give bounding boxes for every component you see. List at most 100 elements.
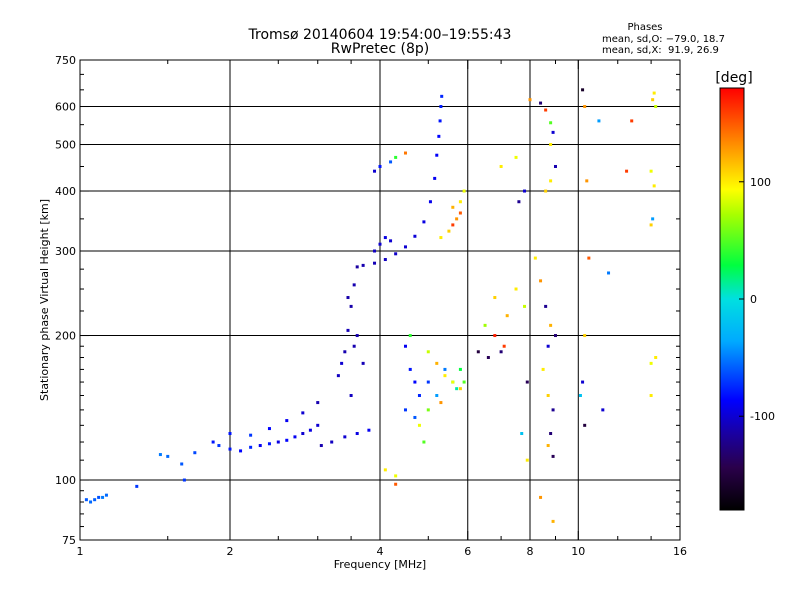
data-point (249, 445, 253, 449)
y-tick-label: 400 (55, 185, 76, 198)
data-point (455, 387, 459, 391)
y-tick-label: 100 (55, 474, 76, 487)
data-point (458, 211, 462, 215)
data-point (361, 263, 365, 267)
data-point (217, 444, 221, 448)
colorbar-tick-label: -100 (750, 410, 775, 423)
data-point (394, 155, 398, 159)
data-point (549, 179, 553, 183)
data-point (502, 344, 506, 348)
data-point (438, 119, 442, 123)
data-point (544, 189, 548, 193)
y-tick-label: 300 (55, 245, 76, 258)
data-point (285, 419, 289, 423)
data-point (553, 164, 557, 168)
data-point (435, 361, 439, 365)
data-point (403, 344, 407, 348)
data-point (649, 169, 653, 173)
data-point (267, 442, 271, 446)
x-tick-label: 1 (77, 545, 84, 558)
data-point (525, 380, 529, 384)
data-point (239, 449, 243, 453)
data-point (389, 239, 393, 243)
data-point (180, 462, 184, 466)
data-point (607, 271, 611, 275)
data-point (551, 408, 555, 412)
grid-lines (80, 60, 680, 540)
data-point (551, 130, 555, 134)
phase-stats-heading: Phases (627, 22, 663, 33)
x-tick-label: 16 (673, 545, 687, 558)
data-point (649, 223, 653, 227)
data-point (505, 314, 509, 318)
data-point (211, 440, 215, 444)
data-point (546, 444, 550, 448)
y-tick-label: 600 (55, 101, 76, 114)
data-point (346, 296, 350, 300)
data-point (389, 160, 393, 164)
colorbar-label: [deg] (715, 70, 752, 86)
data-point (649, 361, 653, 365)
data-point (373, 261, 377, 265)
data-point (493, 334, 497, 338)
data-point (601, 408, 605, 412)
data-point (413, 415, 417, 419)
data-point (654, 355, 658, 359)
data-point (458, 200, 462, 204)
data-point (651, 217, 655, 221)
data-point (551, 519, 555, 523)
data-point (408, 334, 412, 338)
phase-stats-x-mode: mean, sd,X: 91.9, 26.9 (602, 45, 719, 56)
data-point (426, 380, 430, 384)
data-point (336, 374, 340, 378)
data-point (301, 411, 305, 415)
data-point (403, 408, 407, 412)
data-point (546, 344, 550, 348)
data-point (378, 164, 382, 168)
data-point (403, 245, 407, 249)
data-point (343, 435, 347, 439)
data-point (541, 367, 545, 371)
data-point (373, 249, 377, 253)
data-point (458, 387, 462, 391)
data-point (549, 323, 553, 327)
data-point (581, 380, 585, 384)
colorbar-tick-label: 100 (750, 176, 771, 189)
data-point (361, 361, 365, 365)
data-point (316, 401, 320, 405)
data-point (349, 394, 353, 398)
data-point (553, 334, 557, 338)
data-point (394, 482, 398, 486)
data-point (544, 304, 548, 308)
data-point (408, 367, 412, 371)
data-point (403, 151, 407, 155)
data-point (652, 91, 656, 95)
data-point (651, 98, 655, 102)
data-point (435, 394, 439, 398)
data-point (417, 423, 421, 427)
data-point (343, 350, 347, 354)
data-point (417, 394, 421, 398)
data-point (439, 401, 443, 405)
data-point (97, 495, 101, 499)
data-point (319, 444, 323, 448)
data-point (428, 200, 432, 204)
data-point (383, 236, 387, 240)
data-point (476, 350, 480, 354)
data-point (383, 258, 387, 262)
data-point (293, 435, 297, 439)
data-point (394, 252, 398, 256)
data-point (330, 440, 334, 444)
data-point (258, 444, 262, 448)
data-point (346, 328, 350, 332)
data-point (462, 380, 466, 384)
data-point (539, 495, 543, 499)
data-point (440, 94, 444, 98)
data-point (89, 500, 93, 504)
data-point (228, 447, 232, 451)
data-point (439, 105, 443, 109)
data-point (228, 432, 232, 436)
data-point (349, 304, 353, 308)
data-point (301, 432, 305, 436)
